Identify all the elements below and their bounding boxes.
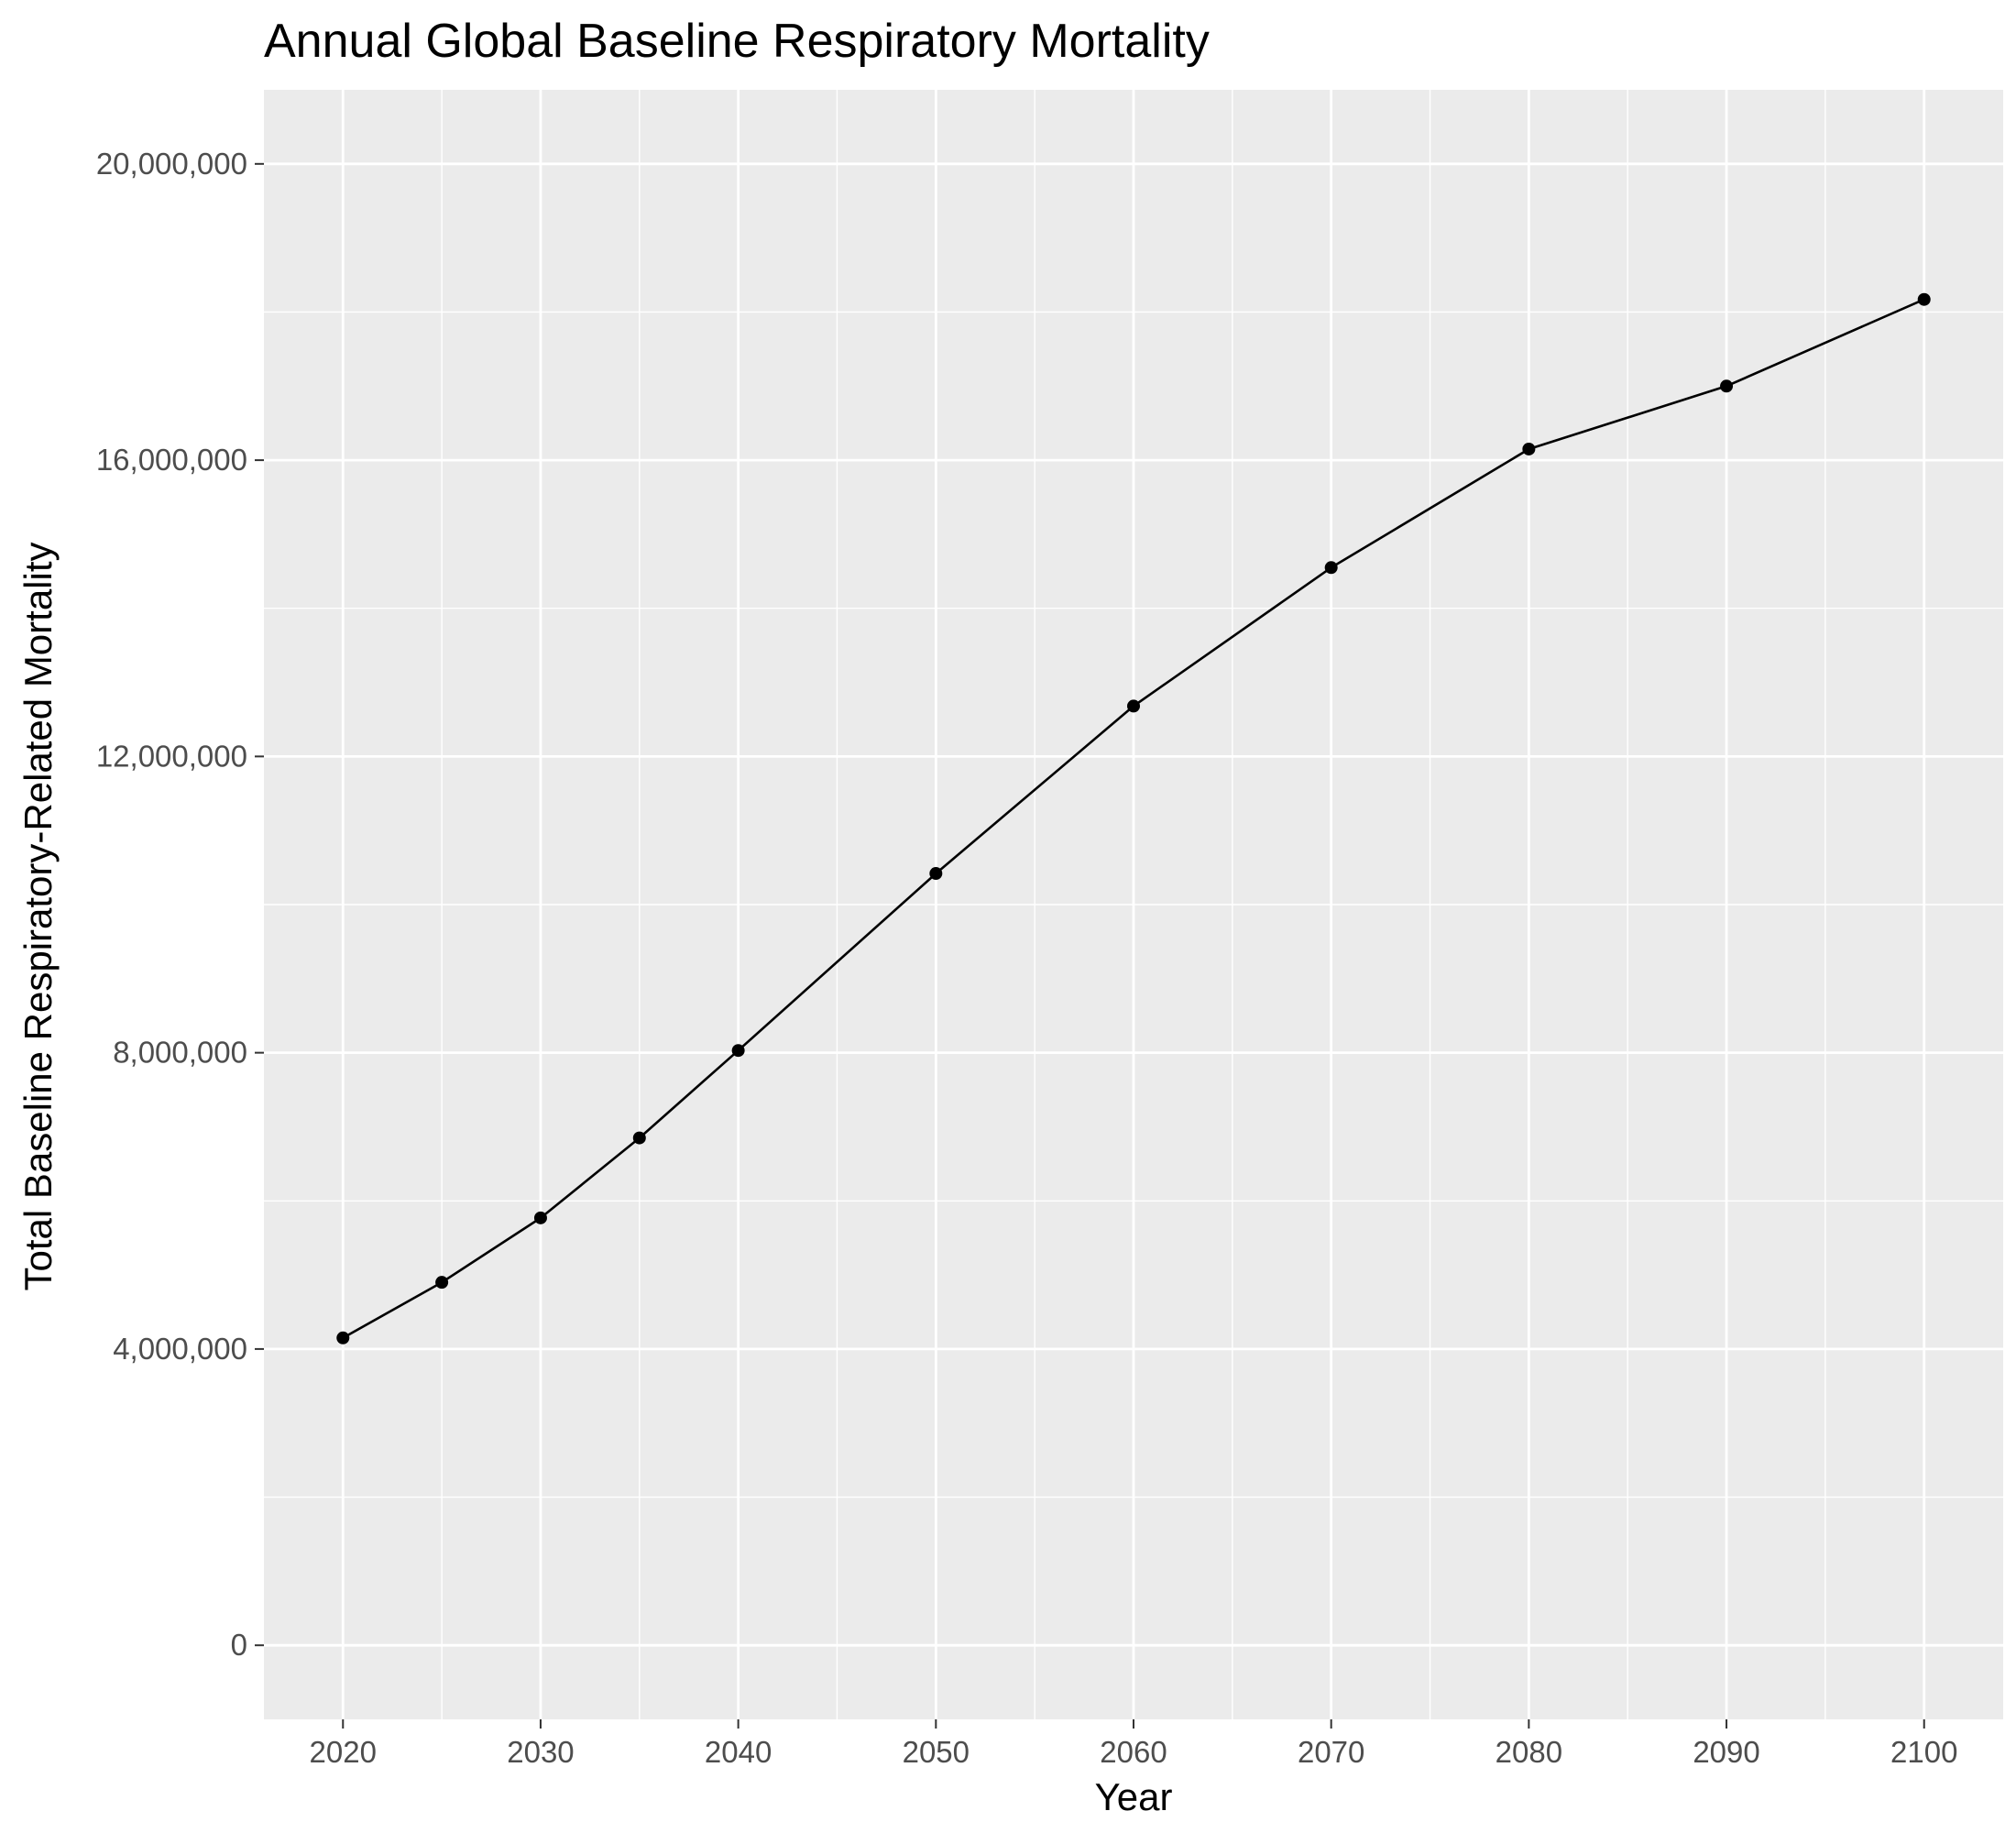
data-point: [533, 1211, 547, 1224]
y-tick-label: 4,000,000: [113, 1332, 247, 1366]
y-tick-label: 0: [231, 1628, 247, 1662]
chart-title: Annual Global Baseline Respiratory Morta…: [264, 15, 1210, 68]
x-axis: 2020 2030 2040 2050 2060 2070 2080 2090 2100: [310, 1719, 1957, 1769]
data-point: [731, 1044, 745, 1058]
data-point: [1127, 699, 1140, 713]
y-tick-label: 16,000,000: [96, 443, 247, 477]
x-tick-label: 2040: [705, 1735, 772, 1769]
data-point: [632, 1131, 646, 1145]
x-tick-label: 2030: [507, 1735, 574, 1769]
y-tick-label: 12,000,000: [96, 739, 247, 773]
x-axis-title: Year: [1095, 1775, 1173, 1818]
data-point: [435, 1276, 449, 1290]
data-point: [1324, 561, 1338, 575]
x-tick-label: 2070: [1298, 1735, 1364, 1769]
y-axis-title: Total Baseline Respiratory-Related Morta…: [16, 542, 60, 1290]
data-point: [929, 867, 943, 881]
data-point: [336, 1331, 350, 1345]
data-point: [1720, 379, 1734, 393]
x-tick-label: 2090: [1693, 1735, 1759, 1769]
data-point: [1522, 442, 1536, 456]
x-tick-label: 2060: [1100, 1735, 1167, 1769]
y-tick-label: 20,000,000: [96, 147, 247, 181]
series-layer: [336, 292, 1931, 1345]
x-tick-label: 2020: [310, 1735, 377, 1769]
x-tick-label: 2050: [903, 1735, 970, 1769]
data-point: [1917, 292, 1931, 306]
x-tick-label: 2100: [1890, 1735, 1957, 1769]
y-tick-label: 8,000,000: [113, 1036, 247, 1070]
major-gridlines: [264, 90, 2003, 1719]
x-tick-label: 2080: [1496, 1735, 1562, 1769]
y-axis: 0 4,000,000 8,000,000 12,000,000 16,000,000 2…: [96, 147, 264, 1662]
